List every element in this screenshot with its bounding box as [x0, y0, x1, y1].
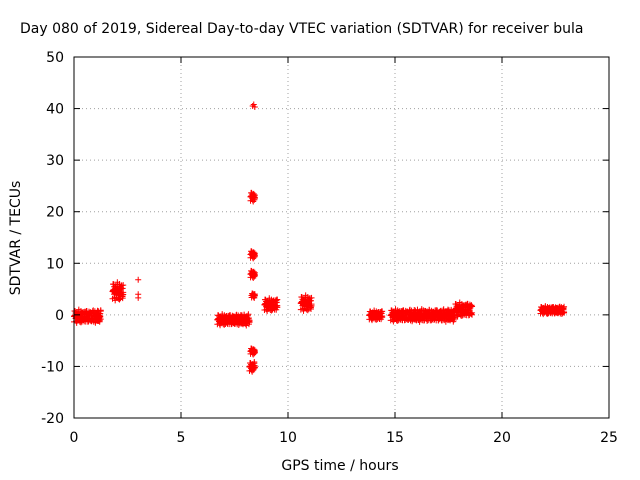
y-tick-label: 50: [46, 50, 64, 66]
data-point: [249, 102, 256, 109]
data-point: [251, 292, 258, 299]
y-tick-label: -20: [41, 411, 64, 427]
x-tick-label: 10: [279, 430, 297, 446]
data-point: [274, 304, 281, 311]
data-point: [469, 303, 476, 310]
data-point: [251, 193, 258, 200]
data-points: [71, 101, 568, 375]
x-axis-label: GPS time / hours: [281, 458, 398, 474]
data-point: [120, 291, 127, 298]
data-point: [308, 304, 315, 311]
data-point: [251, 252, 258, 259]
chart-title: Day 080 of 2019, Sidereal Day-to-day VTE…: [20, 21, 583, 37]
data-point: [379, 314, 386, 321]
data-point: [135, 276, 142, 283]
data-point: [273, 299, 280, 306]
data-point: [274, 296, 281, 303]
data-point: [112, 297, 119, 304]
grid: [74, 57, 609, 418]
y-tick-label: 10: [46, 256, 64, 272]
axis-ticks: 0 5 10 15 20 25 -20 -10 0 10 20 30 40 50: [41, 50, 618, 446]
data-point: [451, 315, 458, 322]
y-tick-label: 40: [46, 102, 64, 118]
data-point: [120, 282, 127, 289]
data-point: [116, 296, 123, 303]
data-point: [246, 318, 253, 325]
x-tick-label: 25: [600, 430, 618, 446]
data-point: [135, 294, 142, 301]
y-tick-label: -10: [41, 359, 64, 375]
data-point: [308, 302, 315, 309]
data-point: [251, 271, 258, 278]
data-point: [308, 297, 315, 304]
data-point: [308, 294, 315, 301]
y-tick-label: 20: [46, 205, 64, 221]
data-point: [97, 308, 104, 315]
data-point: [379, 308, 386, 315]
data-point: [251, 194, 258, 201]
data-point: [251, 348, 258, 355]
y-axis-label: SDTVAR / TECUs: [8, 181, 24, 296]
x-tick-label: 15: [386, 430, 404, 446]
data-point: [561, 309, 568, 316]
x-tick-label: 20: [493, 430, 511, 446]
y-tick-label: 0: [55, 308, 64, 324]
data-point: [251, 292, 258, 299]
data-point: [97, 316, 104, 323]
data-point: [119, 285, 126, 292]
data-point: [251, 364, 258, 371]
x-tick-label: 5: [177, 430, 186, 446]
data-point: [304, 307, 311, 314]
x-tick-label: 0: [70, 430, 79, 446]
data-point: [300, 307, 307, 314]
data-point: [561, 303, 568, 310]
y-tick-label: 30: [46, 153, 64, 169]
plot-frame: [73, 56, 610, 419]
data-point: [97, 310, 104, 317]
data-point: [469, 309, 476, 316]
